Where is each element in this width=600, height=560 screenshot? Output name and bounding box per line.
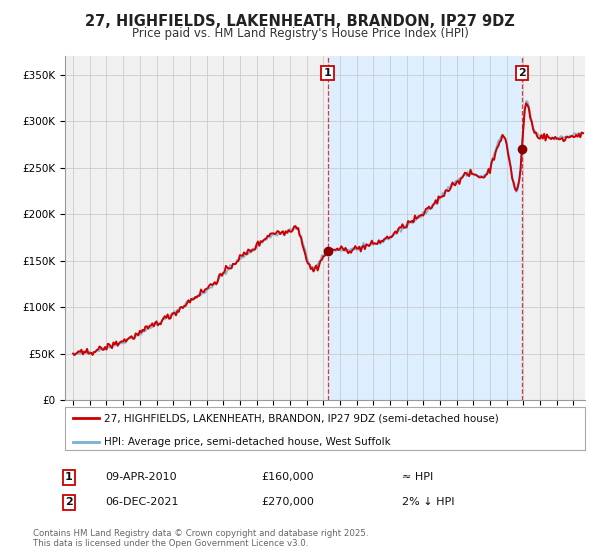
Text: 27, HIGHFIELDS, LAKENHEATH, BRANDON, IP27 9DZ (semi-detached house): 27, HIGHFIELDS, LAKENHEATH, BRANDON, IP2… <box>104 413 499 423</box>
Text: 09-APR-2010: 09-APR-2010 <box>105 472 176 482</box>
Text: 27, HIGHFIELDS, LAKENHEATH, BRANDON, IP27 9DZ: 27, HIGHFIELDS, LAKENHEATH, BRANDON, IP2… <box>85 14 515 29</box>
Text: This data is licensed under the Open Government Licence v3.0.: This data is licensed under the Open Gov… <box>33 539 308 548</box>
Text: 2% ↓ HPI: 2% ↓ HPI <box>402 497 455 507</box>
Text: 1: 1 <box>65 472 73 482</box>
Text: £270,000: £270,000 <box>261 497 314 507</box>
Text: 2: 2 <box>65 497 73 507</box>
Text: ≈ HPI: ≈ HPI <box>402 472 433 482</box>
Text: £160,000: £160,000 <box>261 472 314 482</box>
Text: HPI: Average price, semi-detached house, West Suffolk: HPI: Average price, semi-detached house,… <box>104 436 391 446</box>
Text: 1: 1 <box>324 68 332 78</box>
Text: 2: 2 <box>518 68 526 78</box>
Bar <box>328 56 522 400</box>
Text: 06-DEC-2021: 06-DEC-2021 <box>105 497 179 507</box>
Text: Price paid vs. HM Land Registry's House Price Index (HPI): Price paid vs. HM Land Registry's House … <box>131 27 469 40</box>
Text: Contains HM Land Registry data © Crown copyright and database right 2025.: Contains HM Land Registry data © Crown c… <box>33 529 368 538</box>
